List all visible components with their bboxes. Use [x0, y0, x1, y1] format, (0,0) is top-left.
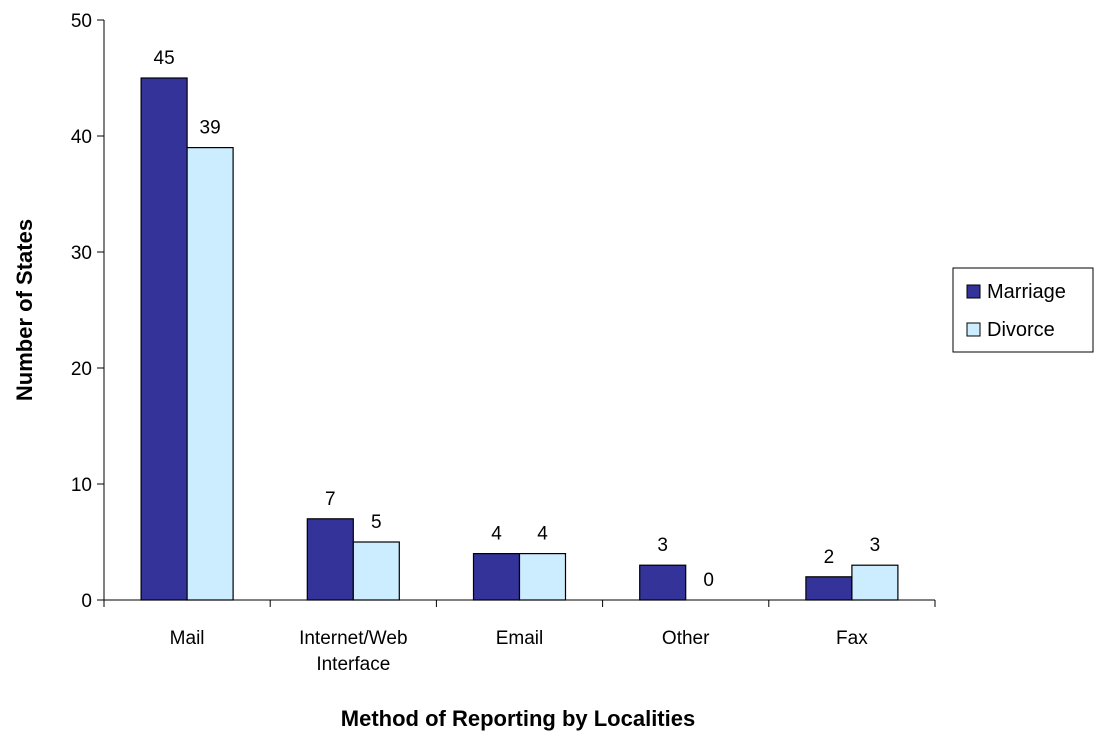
data-label: 0: [703, 570, 714, 591]
x-axis: Mail Internet/Web Interface Email Other Fax: [103, 599, 936, 675]
data-label: 45: [154, 48, 175, 69]
legend-box: [952, 267, 1094, 353]
data-label: 4: [491, 524, 502, 545]
data-labels: 45 7 4 3 2 39 5 4 0 3: [154, 48, 881, 591]
data-label: 3: [657, 535, 668, 556]
data-label: 2: [824, 547, 835, 568]
legend: Marriage Divorce: [952, 267, 1094, 353]
legend-label: Marriage: [987, 281, 1066, 303]
y-tick-label: 30: [71, 243, 92, 264]
y-tick-label: 40: [71, 127, 92, 148]
bar-marriage: [140, 77, 188, 601]
x-tick-label: Mail: [170, 628, 205, 649]
y-axis-title: Number of States: [12, 219, 37, 401]
data-label: 5: [371, 512, 382, 533]
x-tick-label: Other: [662, 628, 710, 649]
x-tick-label: Email: [496, 628, 544, 649]
y-tick-label: 0: [81, 591, 92, 612]
y-tick-label: 50: [71, 11, 92, 32]
bar-marriage: [639, 564, 687, 601]
y-tick-label: 20: [71, 359, 92, 380]
bar-divorce: [352, 541, 400, 601]
x-axis-title: Method of Reporting by Localities: [341, 706, 695, 731]
y-axis: 0 10 20 30 40 50: [71, 11, 105, 612]
legend-swatch: [966, 284, 981, 299]
bar-marriage: [805, 576, 853, 601]
x-tick-label: Internet/Web Interface: [299, 628, 407, 675]
bar-divorce: [518, 552, 567, 601]
bar-marriage: [472, 552, 521, 601]
bars: [140, 77, 899, 601]
bar-divorce: [186, 147, 234, 601]
bar-marriage: [306, 518, 354, 601]
data-label: 7: [325, 489, 336, 510]
bar-divorce: [851, 564, 899, 601]
data-label: 3: [870, 535, 881, 556]
legend-swatch: [966, 322, 981, 337]
y-tick-label: 10: [71, 475, 92, 496]
legend-label: Divorce: [987, 319, 1055, 341]
x-tick-label: Fax: [836, 628, 868, 649]
data-label: 39: [200, 118, 221, 139]
data-label: 4: [537, 524, 548, 545]
